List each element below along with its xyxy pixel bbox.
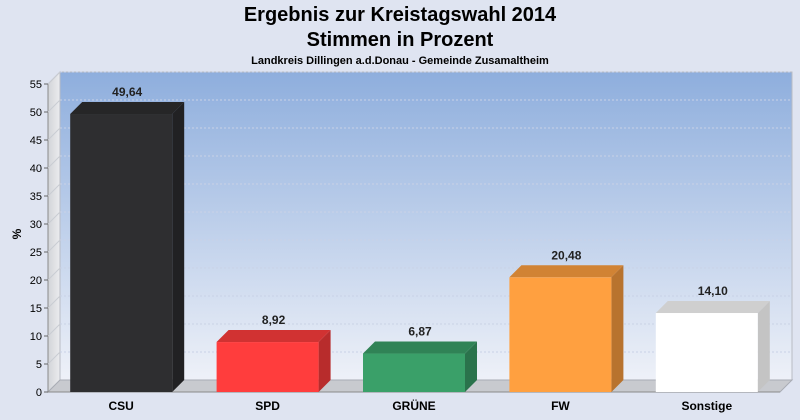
grid-line-side bbox=[47, 155, 61, 169]
bar-front bbox=[216, 342, 319, 392]
bar-value-label: 49,64 bbox=[112, 85, 142, 99]
y-tick-label: 25 bbox=[30, 247, 42, 259]
plot-side-wall bbox=[47, 70, 61, 394]
x-tick-label: SPD bbox=[255, 399, 280, 413]
bar-side bbox=[465, 341, 477, 392]
bar-value-label: 6,87 bbox=[408, 325, 432, 339]
bar-side bbox=[611, 265, 624, 392]
y-axis-label: % bbox=[10, 228, 24, 239]
bar-value-label: 14,10 bbox=[698, 284, 728, 298]
bar-top bbox=[216, 330, 331, 343]
y-tick-label: 20 bbox=[30, 275, 42, 287]
bar-top bbox=[509, 265, 624, 278]
y-tick-label: 35 bbox=[30, 191, 42, 203]
bars: 49,64 8,92 6,87 20,48 14,10 bbox=[70, 85, 770, 393]
y-tick-label: 40 bbox=[30, 163, 42, 175]
chart-caption: Landkreis Dillingen a.d.Donau - Gemeinde… bbox=[251, 55, 549, 67]
bar-side bbox=[172, 102, 185, 393]
y-tick-label: 30 bbox=[30, 219, 42, 231]
grid-line-side bbox=[47, 239, 61, 253]
grid-line-side bbox=[47, 351, 61, 365]
x-axis: CSU SPD GRÜNE FW Sonstige bbox=[109, 398, 733, 413]
bar-front bbox=[655, 313, 758, 392]
grid-line-side bbox=[47, 71, 61, 85]
x-tick-label: FW bbox=[551, 399, 570, 413]
y-tick-label: 50 bbox=[30, 107, 42, 119]
grid-line-side bbox=[47, 295, 61, 309]
y-tick-label: 15 bbox=[30, 303, 42, 315]
chart-subtitle: Stimmen in Prozent bbox=[306, 29, 494, 51]
bar bbox=[216, 330, 331, 392]
x-tick-label: GRÜNE bbox=[392, 398, 435, 413]
bar-side bbox=[757, 301, 770, 392]
y-tick-label: 10 bbox=[30, 331, 42, 343]
y-tick-label: 45 bbox=[30, 135, 42, 147]
bar-top bbox=[70, 102, 185, 115]
x-tick-label: Sonstige bbox=[681, 399, 732, 413]
x-tick-label: CSU bbox=[109, 399, 134, 413]
bar-value-label: 8,92 bbox=[262, 313, 286, 327]
chart-title: Ergebnis zur Kreistagswahl 2014 bbox=[243, 4, 557, 26]
grid-line-side bbox=[47, 323, 61, 337]
grid-line-side bbox=[47, 183, 61, 197]
bar-front bbox=[509, 277, 612, 392]
grid-line-side bbox=[47, 99, 61, 113]
grid-line-side bbox=[47, 267, 61, 281]
y-tick-label: 5 bbox=[36, 359, 42, 371]
bar-value-label: 20,48 bbox=[551, 248, 581, 262]
bar bbox=[509, 265, 624, 392]
bar bbox=[363, 341, 477, 392]
bar-top bbox=[655, 301, 770, 314]
y-tick-label: 55 bbox=[30, 79, 42, 91]
bar-front bbox=[363, 353, 465, 392]
grid-line-side bbox=[47, 211, 61, 225]
bar bbox=[70, 102, 185, 393]
bar-side bbox=[318, 330, 331, 392]
y-axis: 0 5 10 15 20 25 30 35 40 45 50 55 bbox=[30, 79, 48, 399]
bar-top bbox=[363, 341, 477, 354]
grid-line-side bbox=[47, 127, 61, 141]
bar bbox=[655, 301, 770, 392]
y-tick-label: 0 bbox=[36, 387, 42, 399]
bar-front bbox=[70, 114, 173, 393]
